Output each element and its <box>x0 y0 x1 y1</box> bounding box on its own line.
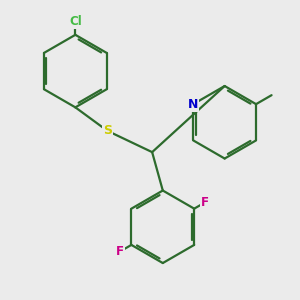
Text: F: F <box>116 245 124 258</box>
Text: N: N <box>188 98 198 111</box>
Text: S: S <box>103 124 112 137</box>
Text: F: F <box>201 196 209 209</box>
Text: Cl: Cl <box>69 15 82 28</box>
